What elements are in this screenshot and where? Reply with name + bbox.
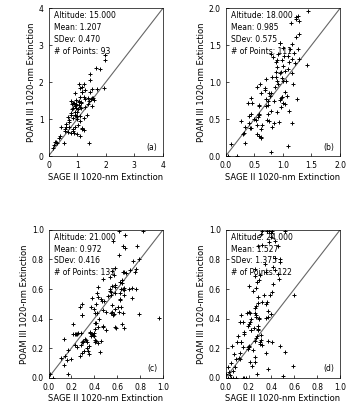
Y-axis label: POAM III 1020-nm Extinction: POAM III 1020-nm Extinction — [27, 22, 36, 142]
X-axis label: SAGE II 1020-nm Extinction: SAGE II 1020-nm Extinction — [48, 173, 163, 182]
Text: Altitude: 24.000
Mean: 1.527
SDev: 1.375
# of Points: 122: Altitude: 24.000 Mean: 1.527 SDev: 1.375… — [231, 233, 293, 277]
Y-axis label: POAM III 1020-nm Extinction: POAM III 1020-nm Extinction — [20, 244, 29, 364]
X-axis label: SAGE II 1020-nm Extinction: SAGE II 1020-nm Extinction — [225, 173, 340, 182]
X-axis label: SAGE II 1020-nm Extinction: SAGE II 1020-nm Extinction — [225, 394, 340, 403]
Text: Altitude: 15.000
Mean: 1.207
SDev: 0.470
# of Points: 93: Altitude: 15.000 Mean: 1.207 SDev: 0.470… — [54, 11, 116, 56]
Text: (c): (c) — [147, 364, 157, 373]
Text: (d): (d) — [323, 364, 335, 373]
Text: Altitude: 18.000
Mean: 0.985
SDev: 0.575
# of Points: 111: Altitude: 18.000 Mean: 0.985 SDev: 0.575… — [231, 11, 293, 56]
X-axis label: SAGE II 1020-nm Extinction: SAGE II 1020-nm Extinction — [48, 394, 163, 403]
Y-axis label: POAM III 1020-nm Extinction: POAM III 1020-nm Extinction — [197, 244, 206, 364]
Y-axis label: POAM III 1020-nm Extinction: POAM III 1020-nm Extinction — [197, 22, 206, 142]
Text: Altitude: 21.000
Mean: 0.972
SDev: 0.416
# of Points: 133: Altitude: 21.000 Mean: 0.972 SDev: 0.416… — [54, 233, 116, 277]
Text: (b): (b) — [323, 143, 335, 151]
Text: (a): (a) — [146, 143, 157, 151]
